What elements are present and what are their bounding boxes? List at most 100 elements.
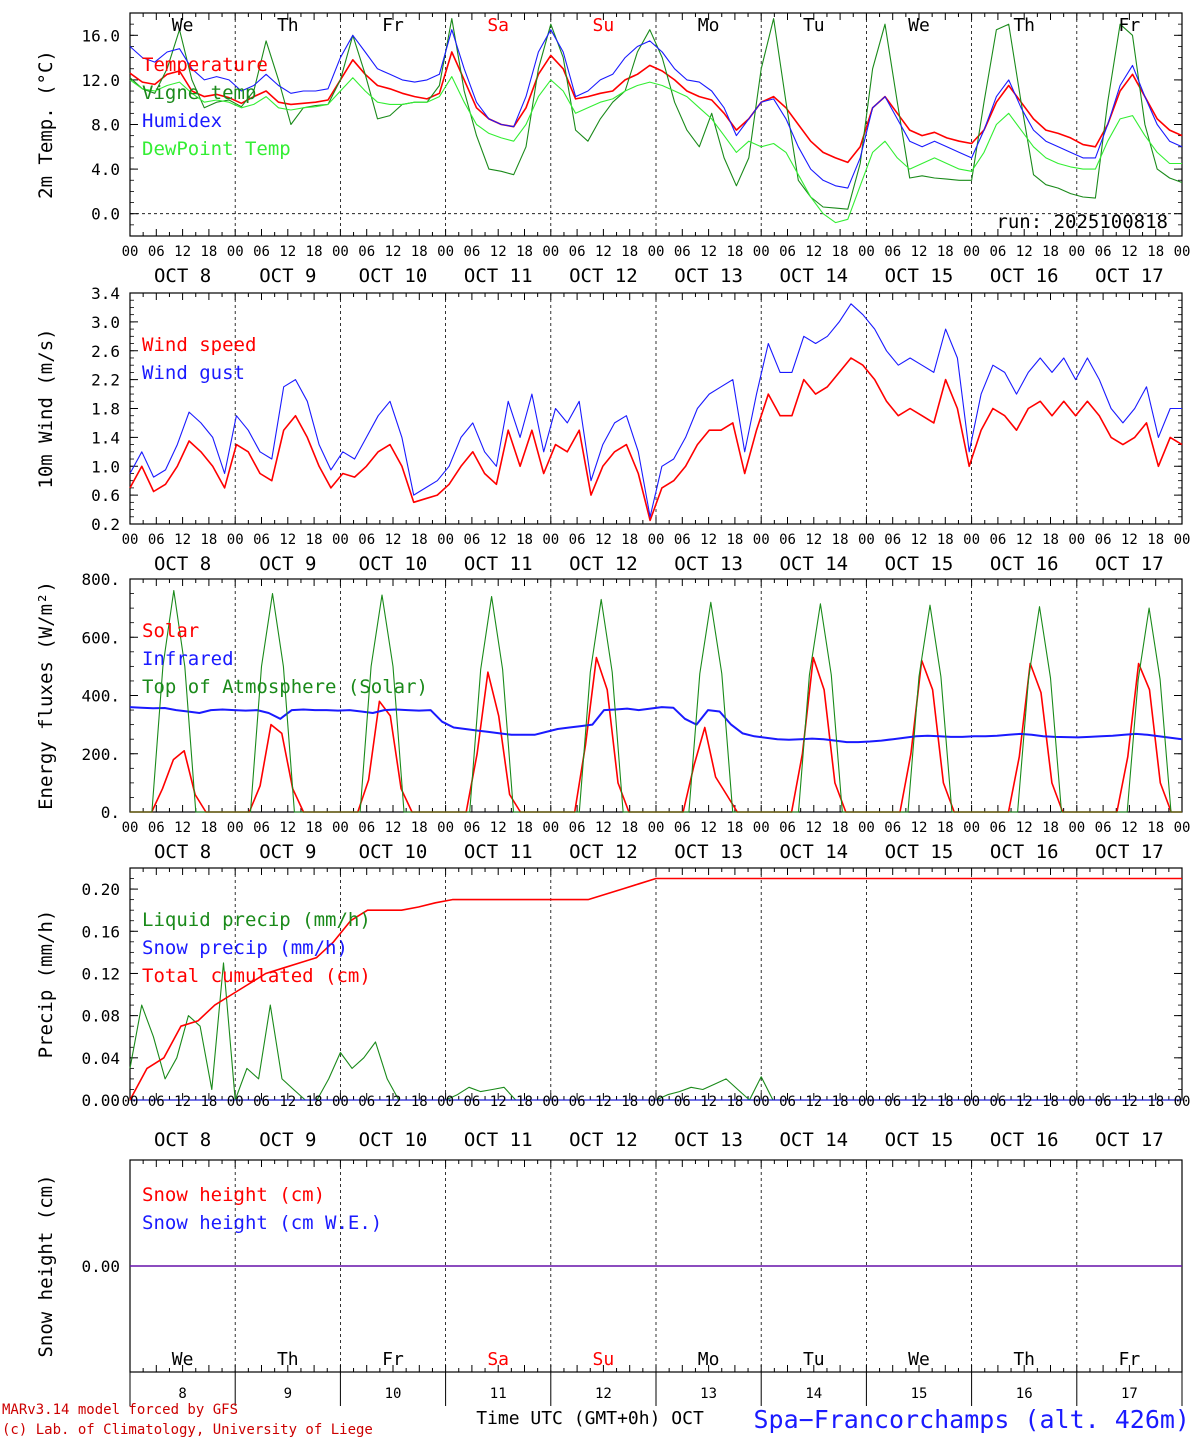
hour-tick-label: 12 (700, 1094, 717, 1110)
weekday-label-top: Th (277, 15, 299, 36)
hour-tick-label: 18 (832, 532, 849, 548)
weekday-label-bottom: Tu (803, 1349, 825, 1370)
hour-tick-label: 12 (1121, 244, 1138, 260)
hour-tick-label: 18 (411, 1094, 428, 1110)
hour-tick-label: 18 (516, 820, 533, 836)
hour-tick-label: 00 (437, 244, 454, 260)
y-axis-label: 10m Wind (m/s) (35, 328, 57, 488)
y-tick-label: 0.08 (81, 1007, 120, 1026)
hour-tick-label: 06 (253, 532, 270, 548)
footer-model: MARv3.14 model forced by GFS (2, 1402, 238, 1418)
hour-tick-label: 12 (490, 532, 507, 548)
legend-entry: Wind speed (142, 334, 256, 356)
y-tick-label: 8.0 (91, 116, 120, 135)
date-label: OCT 17 (1095, 553, 1164, 575)
hour-tick-label: 12 (700, 532, 717, 548)
hour-tick-label: 12 (911, 244, 928, 260)
hour-tick-label: 06 (989, 244, 1006, 260)
date-label: OCT 8 (154, 1129, 211, 1151)
date-label: OCT 11 (464, 1129, 533, 1151)
hour-tick-label: 18 (1042, 820, 1059, 836)
hour-tick-label: 00 (648, 820, 665, 836)
date-label: OCT 8 (154, 265, 211, 287)
hour-tick-label: 06 (148, 244, 165, 260)
hour-tick-label: 06 (779, 244, 796, 260)
x-axis-label: Time UTC (GMT+0h) OCT (476, 1408, 704, 1429)
hour-tick-label: 00 (858, 1094, 875, 1110)
y-tick-label: 2.6 (91, 342, 120, 361)
hour-tick-label: 18 (937, 1094, 954, 1110)
date-label: OCT 16 (990, 553, 1059, 575)
y-tick-label: 2.2 (91, 371, 120, 390)
hour-tick-label: 06 (674, 244, 691, 260)
hour-tick-label: 00 (542, 820, 559, 836)
weekday-label-top: Su (593, 15, 615, 36)
hour-tick-label: 12 (700, 820, 717, 836)
y-tick-label: 1.0 (91, 457, 120, 476)
hour-tick-label: 18 (411, 820, 428, 836)
hour-tick-label: 00 (1068, 1094, 1085, 1110)
legend-entry: Wind gust (142, 362, 245, 384)
hour-tick-label: 18 (621, 1094, 638, 1110)
hour-tick-label: 18 (1147, 820, 1164, 836)
date-label: OCT 10 (359, 1129, 428, 1151)
hour-tick-label: 06 (569, 244, 586, 260)
y-tick-label: 0.2 (91, 515, 120, 534)
y-axis-label: Precip (mm/h) (35, 910, 57, 1059)
hour-tick-label: 00 (858, 532, 875, 548)
weekday-label-bottom: Fr (1119, 1349, 1141, 1370)
weekday-label-top: Fr (1119, 15, 1141, 36)
date-label: OCT 12 (569, 841, 638, 863)
hour-tick-label: 00 (437, 820, 454, 836)
legend-entry: Snow height (cm W.E.) (142, 1212, 382, 1234)
series-line-dewpoint-temp (129, 76, 1182, 224)
hour-tick-label: 12 (595, 532, 612, 548)
date-label: OCT 13 (674, 553, 743, 575)
hour-tick-label: 18 (832, 244, 849, 260)
hour-tick-label: 06 (569, 532, 586, 548)
y-tick-label: 1.4 (91, 428, 120, 447)
hour-tick-label: 00 (332, 532, 349, 548)
hour-tick-label: 18 (200, 1094, 217, 1110)
footer-credit: (c) Lab. of Climatology, University of L… (2, 1422, 373, 1438)
hour-tick-label: 00 (227, 532, 244, 548)
hour-tick-label: 00 (122, 532, 139, 548)
hour-tick-label: 18 (411, 532, 428, 548)
hour-tick-label: 00 (227, 244, 244, 260)
hour-tick-label: 12 (174, 1094, 191, 1110)
hour-tick-label: 06 (569, 820, 586, 836)
date-label: OCT 12 (569, 553, 638, 575)
hour-tick-label: 12 (595, 820, 612, 836)
hour-tick-label: 18 (832, 1094, 849, 1110)
hour-tick-label: 06 (358, 244, 375, 260)
hour-tick-label: 00 (753, 820, 770, 836)
hour-tick-label: 06 (569, 1094, 586, 1110)
weekday-label-bottom: Th (277, 1349, 299, 1370)
hour-tick-label: 12 (805, 1094, 822, 1110)
hour-tick-label: 00 (1174, 820, 1191, 836)
hour-tick-label: 06 (463, 244, 480, 260)
series-line-wind-gust (129, 303, 1182, 518)
hour-tick-label: 12 (279, 532, 296, 548)
hour-tick-label: 06 (989, 1094, 1006, 1110)
series-line-infrared (129, 706, 1183, 744)
hour-tick-label: 06 (358, 532, 375, 548)
hour-tick-label: 18 (726, 244, 743, 260)
hour-tick-label: 06 (989, 820, 1006, 836)
hour-tick-label: 18 (516, 1094, 533, 1110)
hour-tick-label: 18 (1042, 244, 1059, 260)
hour-tick-label: 12 (174, 820, 191, 836)
hour-tick-label: 18 (1147, 1094, 1164, 1110)
weekday-label-top: We (908, 15, 930, 36)
y-tick-label: 0.0 (91, 205, 120, 224)
hour-tick-label: 00 (332, 820, 349, 836)
hour-tick-label: 00 (1174, 244, 1191, 260)
weekday-label-top: Fr (382, 15, 404, 36)
y-tick-label: 4.0 (91, 160, 120, 179)
date-label: OCT 15 (885, 265, 954, 287)
hour-tick-label: 12 (1016, 820, 1033, 836)
hour-tick-label: 06 (463, 1094, 480, 1110)
hour-tick-label: 18 (1042, 532, 1059, 548)
date-label: OCT 14 (779, 841, 848, 863)
